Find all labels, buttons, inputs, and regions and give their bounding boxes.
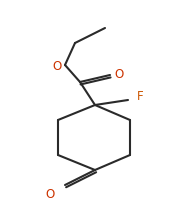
Text: F: F — [137, 90, 144, 104]
Text: O: O — [114, 68, 123, 82]
Text: O: O — [53, 59, 62, 73]
Text: O: O — [46, 188, 55, 201]
